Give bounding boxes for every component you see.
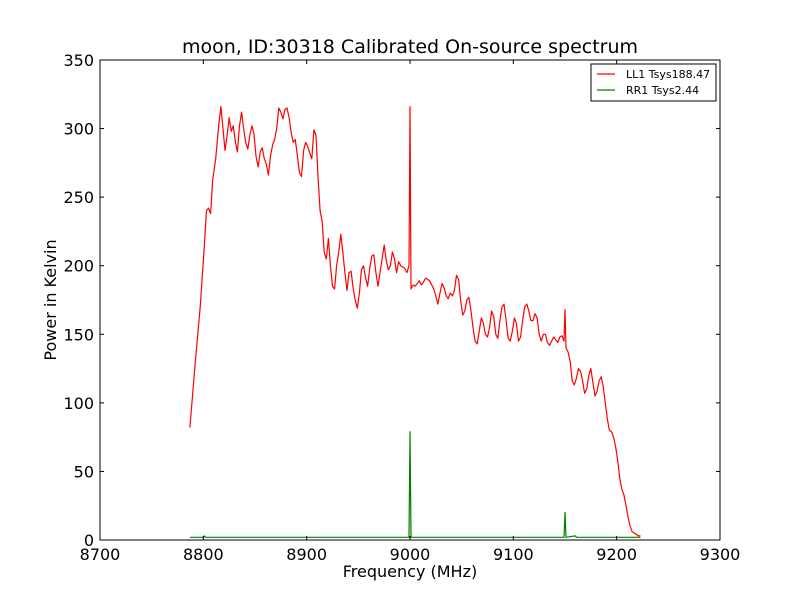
x-tick-label: 8700 bbox=[80, 545, 121, 564]
y-tick-label: 350 bbox=[63, 51, 94, 70]
series-line-rr1 bbox=[189, 431, 641, 538]
x-tick-label: 9000 bbox=[390, 545, 431, 564]
ticks-layer: 8700 8800 8900 9000 9100 9200 9300 0 50 100 150 200… bbox=[63, 51, 740, 564]
legend: LL1 Tsys188.47 RR1 Tsys2.44 bbox=[590, 63, 717, 102]
plot-area: 8700 8800 8900 9000 9100 9200 9300 0 50 100 150 200… bbox=[63, 51, 740, 564]
x-tick-label: 9200 bbox=[596, 545, 637, 564]
y-tick-label: 0 bbox=[84, 531, 94, 550]
y-axis-label: Power in Kelvin bbox=[41, 239, 60, 360]
x-tick-label: 8900 bbox=[286, 545, 327, 564]
legend-label-rr1: RR1 Tsys2.44 bbox=[626, 84, 699, 97]
y-tick-label: 150 bbox=[63, 325, 94, 344]
legend-label-ll1: LL1 Tsys188.47 bbox=[626, 68, 710, 81]
series-line-ll1 bbox=[189, 106, 641, 537]
y-tick-label: 50 bbox=[74, 462, 94, 481]
legend-box bbox=[590, 63, 717, 102]
y-tick-label: 300 bbox=[63, 120, 94, 139]
x-tick-label: 8800 bbox=[183, 545, 224, 564]
x-tick-label: 9100 bbox=[493, 545, 534, 564]
series-layer bbox=[189, 106, 641, 538]
y-tick-label: 100 bbox=[63, 394, 94, 413]
y-tick-label: 250 bbox=[63, 188, 94, 207]
x-axis-label: Frequency (MHz) bbox=[343, 562, 477, 581]
chart-title: moon, ID:30318 Calibrated On-source spec… bbox=[182, 36, 638, 58]
x-tick-label: 9300 bbox=[700, 545, 741, 564]
y-tick-label: 200 bbox=[63, 257, 94, 276]
